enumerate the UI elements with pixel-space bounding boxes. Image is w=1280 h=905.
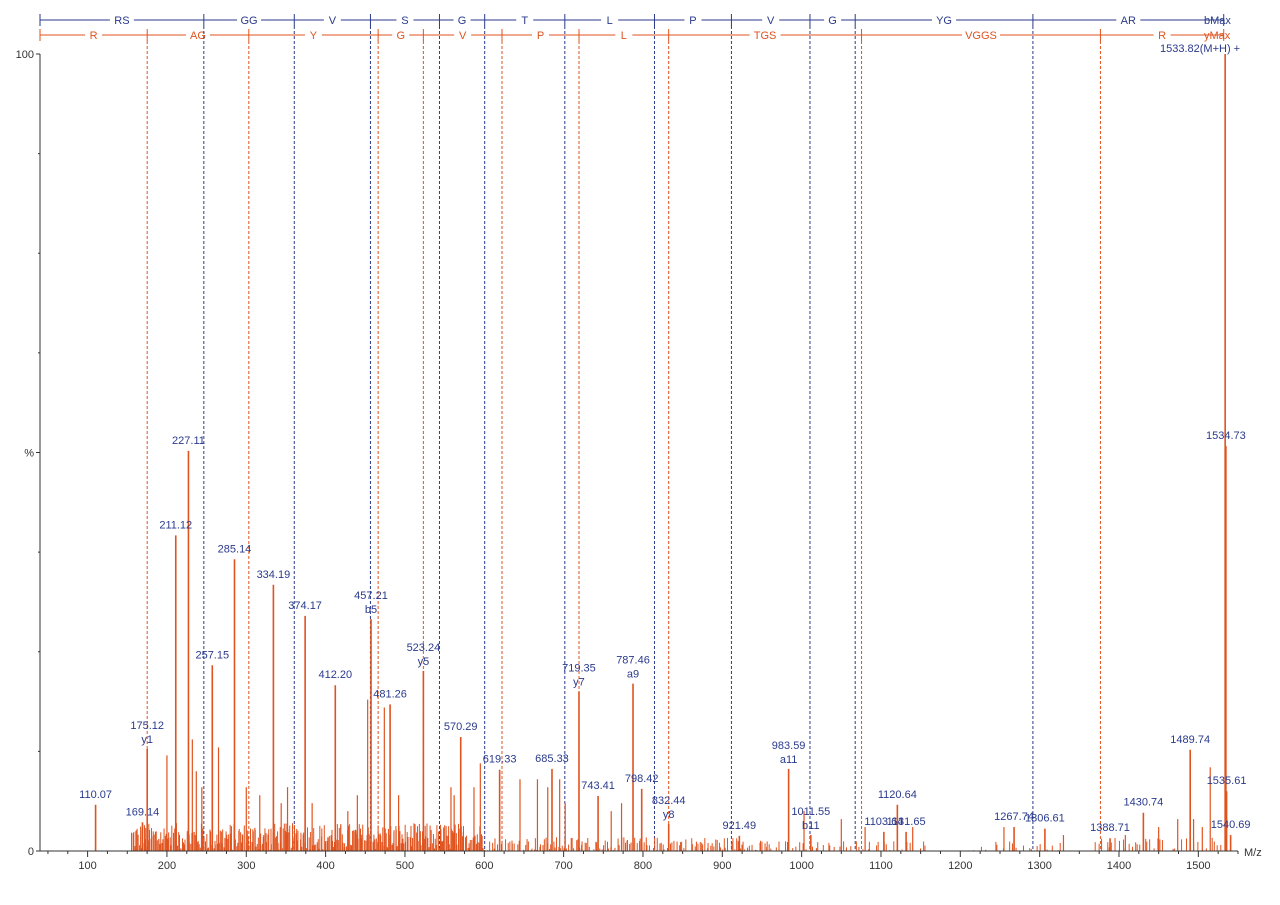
- ladder-residue: TGS: [754, 30, 777, 42]
- x-tick-label: 1000: [789, 860, 813, 872]
- ladder-residue: V: [329, 15, 337, 27]
- x-tick-label: 800: [634, 860, 652, 872]
- noise-peaks: [131, 699, 1222, 851]
- peak-label: 719.35: [562, 663, 596, 675]
- ladder-residue: RS: [114, 15, 129, 27]
- peak-label: 1534.73: [1206, 430, 1246, 442]
- peak-label: 374.17: [288, 600, 322, 612]
- ion-label: y1: [141, 734, 153, 746]
- peak-label: 921.49: [723, 820, 757, 832]
- x-tick-label: 1400: [1107, 860, 1131, 872]
- ladder-residue: L: [621, 30, 627, 42]
- x-tick-label: 900: [713, 860, 731, 872]
- peak-label: 227.11: [172, 435, 205, 447]
- ladder-residue: L: [607, 15, 613, 27]
- peak-label: 481.26: [373, 688, 407, 700]
- x-tick-label: 1100: [869, 860, 893, 872]
- ion-label: a9: [627, 669, 639, 681]
- peak-label: 983.59: [772, 740, 806, 752]
- peak-label: 285.14: [218, 543, 252, 555]
- x-tick-label: 500: [396, 860, 414, 872]
- x-tick-label: 700: [554, 860, 572, 872]
- ladder-residue: GG: [240, 15, 257, 27]
- peak-label: 832.44: [652, 795, 686, 807]
- ladder-residue: V: [459, 30, 467, 42]
- y-tick-label: %: [24, 448, 34, 460]
- peak-label: 457.21: [354, 590, 388, 602]
- peak-label: 110.07: [79, 789, 112, 801]
- parent-ion-label: 1533.82(M+H) +: [1160, 43, 1240, 55]
- ladder-residue: AR: [1121, 15, 1136, 27]
- ladder-residue: S: [401, 15, 408, 27]
- ion-label: a11: [780, 754, 798, 766]
- ion-label: b11: [802, 820, 820, 832]
- peak-label: 1430.74: [1123, 797, 1163, 809]
- ladder-residue: P: [537, 30, 544, 42]
- x-tick-label: 600: [475, 860, 493, 872]
- ion-label: y7: [573, 677, 585, 689]
- peak-labels: 110.07 169.14 175.12 y1 211.12 227.11 257.15 28…: [79, 43, 1250, 834]
- x-tick-label: 200: [158, 860, 176, 872]
- x-tick-label: 400: [316, 860, 334, 872]
- peak-label: 619.33: [483, 754, 517, 766]
- ladder-residue: R: [1158, 30, 1166, 42]
- ladder-residue: AG: [190, 30, 206, 42]
- axes: 0% 100 100 200 300 400 500 600 700 800 900 1000 1100…: [16, 49, 1262, 872]
- fragment-guide-lines: [146, 26, 1101, 851]
- y_ladder-label: yMax: [1204, 30, 1231, 42]
- peak-label: 1267.74: [994, 811, 1034, 823]
- peak-label: 743.41: [581, 780, 615, 792]
- peak-label: 570.29: [444, 721, 478, 733]
- y-tick-label: 0: [28, 846, 34, 858]
- ion-label: b5: [365, 604, 377, 616]
- ladder-residue: Y: [310, 30, 318, 42]
- ladder-residue: R: [90, 30, 98, 42]
- peak-label: 211.12: [159, 519, 192, 531]
- peak-label: 798.42: [625, 773, 659, 785]
- labeled-peaks: [94, 54, 1232, 851]
- ladder-residue: G: [458, 15, 467, 27]
- ladder-residue: T: [521, 15, 528, 27]
- x-tick-label: 1300: [1027, 860, 1051, 872]
- peak-label: 1540.69: [1211, 819, 1251, 831]
- x-tick-label: 1200: [948, 860, 972, 872]
- peak-label: 169.14: [126, 806, 160, 818]
- ladder-residue: P: [689, 15, 696, 27]
- b_ladder-label: bMax: [1204, 15, 1231, 27]
- peak-label: 1131.65: [887, 816, 926, 828]
- peak-label: 685.33: [535, 753, 569, 765]
- peak-label: 1388.71: [1090, 822, 1130, 834]
- peak-label: 1489.74: [1170, 734, 1210, 746]
- ladder-residue: YG: [936, 15, 952, 27]
- x-tick-label: 1500: [1186, 860, 1210, 872]
- x-axis-label: M/z: [1244, 847, 1262, 859]
- ion-label: y8: [663, 809, 675, 821]
- peak-label: 1103.64: [864, 816, 903, 828]
- peak-label: 1011.55: [791, 806, 830, 818]
- peak-label: 523.24: [407, 642, 441, 654]
- y-tick-label: 100: [16, 49, 34, 61]
- peak-label: 175.12: [130, 720, 164, 732]
- peak-label: 257.15: [195, 649, 229, 661]
- peak-label: 1306.61: [1025, 813, 1065, 825]
- peak-label: 334.19: [257, 569, 291, 581]
- ladder-residue: VGGS: [965, 30, 997, 42]
- ladder-residue: G: [828, 15, 837, 27]
- x-tick-label: 100: [78, 860, 96, 872]
- peak-label: 1535.61: [1207, 775, 1247, 787]
- ladder-residue: G: [396, 30, 405, 42]
- ion-label: y5: [418, 656, 430, 668]
- peak-label: 787.46: [616, 655, 650, 667]
- peak-label: 1120.64: [878, 789, 917, 801]
- ladder-residue: V: [767, 15, 775, 27]
- peak-label: 412.20: [318, 669, 352, 681]
- x-tick-label: 300: [237, 860, 255, 872]
